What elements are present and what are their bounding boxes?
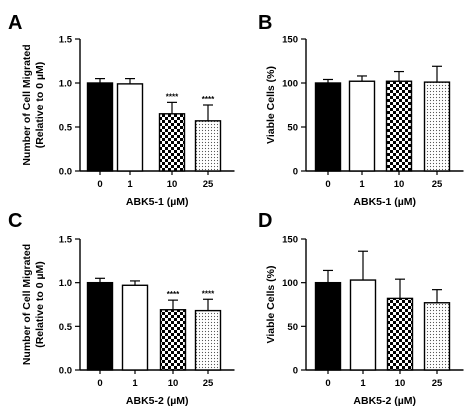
significance-label: ****	[166, 92, 179, 101]
y-tick-label: 1.0	[59, 79, 72, 90]
x-axis-title: ABK5-2 (µM)	[126, 395, 189, 407]
panel-letter: B	[258, 12, 272, 34]
x-tick-label: 0	[325, 378, 330, 389]
x-tick-label: 25	[203, 179, 214, 190]
bar-1	[116, 83, 144, 172]
x-tick-label: 1	[127, 179, 133, 190]
y-axis-title: Number of Cell Migrated	[21, 244, 33, 365]
y-tick-label: 50	[287, 322, 298, 333]
y-tick-label: 0.5	[59, 322, 73, 333]
bar-1	[121, 284, 149, 371]
x-tick-label: 25	[203, 378, 214, 389]
y-tick-label: 150	[282, 235, 298, 246]
y-tick-label: 0.5	[59, 123, 73, 134]
bar-10	[385, 80, 413, 172]
bar-1	[348, 80, 376, 172]
x-tick-label: 1	[132, 378, 138, 389]
y-tick-label: 50	[287, 123, 298, 134]
panel-c: C 0.0 0.5 1.0 1.5 0 1 10 **** 25 **** ABK5-2 (µM) Nu…	[8, 210, 235, 407]
panel-letter: C	[8, 210, 22, 232]
y-tick-label: 0.0	[59, 167, 72, 178]
y-tick-label: 0	[293, 167, 298, 178]
x-tick-label: 10	[167, 179, 178, 190]
bar-0	[314, 281, 342, 371]
significance-label: ****	[202, 95, 215, 104]
y-axis-subtitle: (Relative to 0 µM)	[34, 62, 46, 149]
y-axis-title: Viable Cells (%)	[265, 265, 277, 343]
y-axis-title: Number of Cell Migrated	[21, 44, 33, 165]
panel-letter: A	[8, 12, 22, 34]
panel-a: A 0.0 0.5 1.0 1.5 0 1 10 **** 25 **** ABK5-1 (µM) Nu…	[8, 12, 235, 208]
y-tick-label: 100	[282, 79, 298, 90]
y-tick-label: 1.5	[59, 235, 73, 246]
x-tick-label: 10	[395, 378, 406, 389]
bar-1	[349, 279, 377, 371]
x-tick-label: 10	[394, 179, 405, 190]
x-tick-label: 0	[325, 179, 330, 190]
x-tick-label: 10	[168, 378, 179, 389]
y-tick-label: 0.0	[59, 366, 72, 377]
y-tick-label: 0	[293, 366, 298, 377]
y-tick-label: 150	[282, 35, 298, 46]
bar-25	[194, 120, 222, 172]
panel-d: D 0 50 100 150 0 1 10 25 ABK5-2 (µM) Viable Cells …	[258, 210, 464, 407]
y-tick-label: 1.5	[59, 35, 73, 46]
x-tick-label: 25	[432, 378, 443, 389]
bar-25	[423, 81, 451, 172]
y-axis-subtitle: (Relative to 0 µM)	[34, 261, 46, 348]
y-axis-title: Viable Cells (%)	[265, 66, 277, 144]
y-tick-label: 100	[282, 278, 298, 289]
x-axis-title: ABK5-1 (µM)	[126, 196, 189, 208]
x-tick-label: 0	[97, 179, 102, 190]
bar-0	[314, 82, 342, 172]
panel-letter: D	[258, 210, 272, 232]
x-tick-label: 1	[359, 179, 365, 190]
x-axis-title: ABK5-1 (µM)	[353, 196, 416, 208]
x-tick-label: 25	[432, 179, 443, 190]
bar-0	[86, 281, 114, 371]
bar-25	[194, 309, 222, 371]
bar-10	[386, 297, 414, 371]
significance-label: ****	[202, 289, 215, 298]
x-tick-label: 1	[360, 378, 366, 389]
y-tick-label: 1.0	[59, 278, 72, 289]
bar-25	[423, 302, 451, 371]
x-tick-label: 0	[97, 378, 102, 389]
bar-10	[158, 113, 186, 172]
panel-b: B 0 50 100 150 0 1 10 25 ABK5-1 (µM) Viable Cells …	[258, 12, 464, 208]
x-axis-title: ABK5-2 (µM)	[353, 395, 416, 407]
bar-10	[159, 309, 187, 371]
significance-label: ****	[167, 290, 180, 299]
bar-0	[86, 82, 114, 172]
